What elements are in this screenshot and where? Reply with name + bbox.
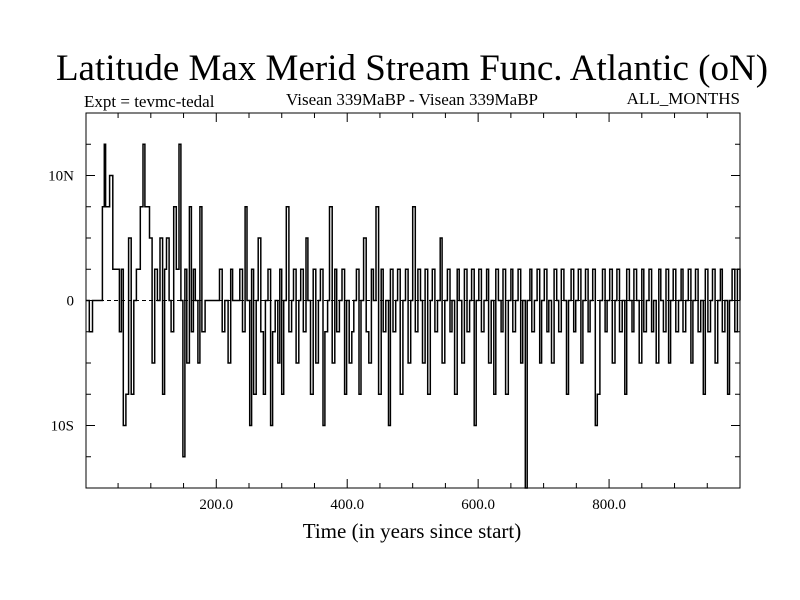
data-series-line — [86, 143, 741, 489]
months-label: ALL_MONTHS — [627, 89, 740, 108]
x-axis-label: Time (in years since start) — [303, 519, 522, 543]
experiment-label: Expt = tevmc-tedal — [84, 92, 215, 111]
x-tick-label: 400.0 — [330, 497, 364, 513]
chart-title: Latitude Max Merid Stream Func. Atlantic… — [56, 48, 768, 89]
y-tick-label: 10N — [48, 169, 74, 185]
x-tick-label: 200.0 — [199, 497, 233, 513]
run-comparison-label: Visean 339MaBP - Visean 339MaBP — [286, 90, 538, 109]
y-tick-label: 10S — [51, 419, 74, 435]
y-tick-label: 0 — [67, 294, 75, 310]
x-tick-label: 600.0 — [461, 497, 495, 513]
plot-area: 200.0 400.0 600.0 800.0 10N 0 10S — [48, 112, 741, 513]
x-tick-label: 800.0 — [592, 497, 626, 513]
